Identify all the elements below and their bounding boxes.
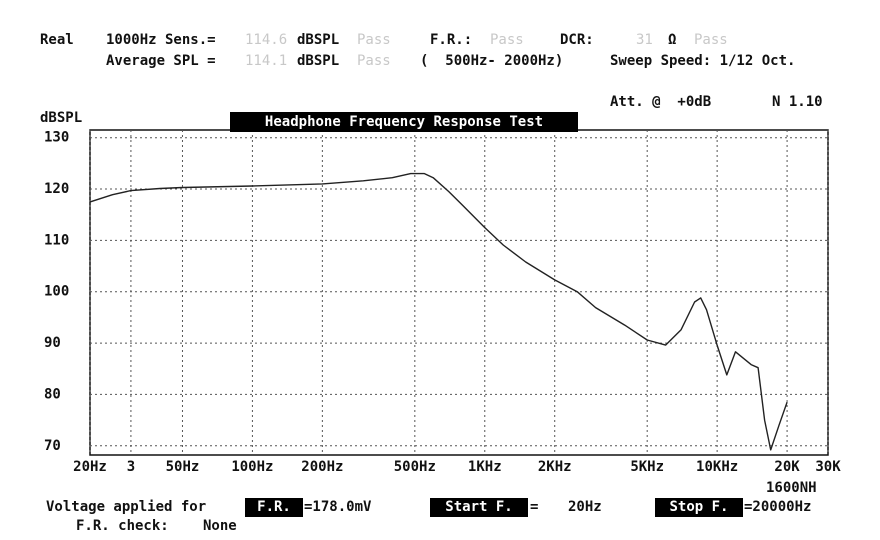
voltage-value: =178.0mV [304,499,372,515]
model: 1600NH [766,480,817,496]
start-eq: = [530,499,538,515]
dcr-value: 31 [636,32,653,48]
dcr-label: DCR: [560,32,594,48]
y-axis-label: dBSPL [40,110,82,126]
x-tick-label: 5KHz [630,459,664,475]
x-tick-label: 500Hz [394,459,436,475]
y-tick-label: 100 [44,284,69,300]
x-tick-label: 2KHz [538,459,572,475]
fr-box-label: F.R. [257,499,291,515]
start-box [430,498,528,517]
fr-label: F.R.: [430,32,472,48]
dcr-unit: Ω [668,32,676,48]
y-tick-label: 70 [44,438,61,454]
x-tick-label: 200Hz [301,459,343,475]
start-value: 20Hz [568,499,602,515]
x-tick-label: 50Hz [166,459,200,475]
grid: 20Hz 3 50Hz 100Hz 200Hz 500Hz 1KHz 2KHz 5KHz 10KH… [44,130,841,475]
avg-unit: dBSPL [297,53,339,69]
fr-box [245,498,303,517]
x-tick-label: 100Hz [231,459,273,475]
stop-box [655,498,743,517]
avg-result: Pass [357,53,391,69]
x-tick-label: 3 [127,459,135,475]
y-tick-label: 80 [44,386,61,402]
voltage-label: Voltage applied for [46,499,206,515]
avg-range: ( 500Hz- 2000Hz) [420,53,563,69]
x-tick-label: 10KHz [696,459,738,475]
y-tick-label: 120 [44,181,69,197]
start-box-label: Start F. [445,499,512,515]
y-tick-label: 90 [44,335,61,351]
response-curve [89,172,788,451]
check-label: F.R. check: [76,518,169,534]
sweep-speed: Sweep Speed: 1/12 Oct. [610,53,795,69]
avg-value: 114.1 [245,53,287,69]
attenuation: Att. @ +0dB [610,94,711,110]
sens-value: 114.6 [245,32,287,48]
header: Real 1000Hz Sens.= 114.6 dBSPL Pass F.R.… [40,32,823,110]
fr-result: Pass [490,32,524,48]
x-tick-label: 1KHz [468,459,502,475]
mode: Real [40,32,74,48]
version: N 1.10 [772,94,823,110]
chart-title: Headphone Frequency Response Test [265,114,543,130]
x-tick-label: 20Hz [73,459,107,475]
check-value: None [203,518,237,534]
avg-label: Average SPL = [106,53,216,69]
plot [89,172,788,451]
footer: 1600NH Voltage applied for F.R. =178.0mV… [46,480,817,534]
sens-label: 1000Hz Sens.= [106,32,216,48]
x-tick-label: 30K [815,459,841,475]
dcr-result: Pass [694,32,728,48]
sens-unit: dBSPL [297,32,339,48]
x-tick-label: 20K [774,459,800,475]
sens-result: Pass [357,32,391,48]
y-tick-label: 110 [44,232,69,248]
stop-box-label: Stop F. [669,499,728,515]
stop-value: =20000Hz [744,499,811,515]
y-tick-label: 130 [44,130,69,146]
title-box [230,112,578,132]
